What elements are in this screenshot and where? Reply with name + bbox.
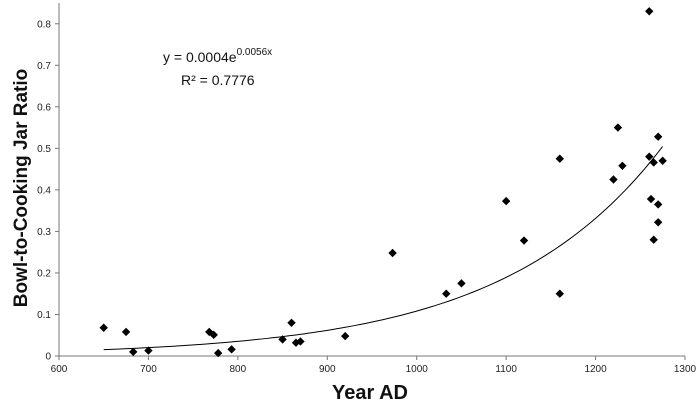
data-point: [653, 200, 663, 209]
data-point: [209, 330, 218, 340]
x-tick-label: 700: [140, 364, 157, 375]
x-tick-label: 800: [230, 364, 247, 375]
data-point: [340, 331, 350, 341]
data-point: [555, 289, 564, 298]
x-tick-label: 1200: [584, 364, 607, 375]
data-point: [121, 327, 131, 337]
y-tick-label: 0.8: [37, 19, 51, 30]
data-point: [658, 156, 667, 166]
y-tick-label: 0.1: [37, 310, 51, 321]
data-point: [287, 318, 296, 327]
data-point: [613, 123, 623, 132]
data-point: [653, 218, 663, 227]
data-point: [213, 348, 223, 358]
data-point: [296, 337, 305, 346]
data-point: [227, 345, 236, 354]
data-point: [457, 279, 466, 288]
data-point: [129, 347, 138, 357]
data-point: [646, 194, 656, 204]
data-point: [278, 335, 287, 344]
data-point: [649, 235, 658, 244]
y-axis-title: Bowl-to-Cooking Jar Ratio: [11, 69, 32, 308]
y-axis-ticks: 0 0.1 0.2 0.3 0.4 0.5 0.6 0.7 0.8: [37, 19, 59, 363]
trend-equation: y = 0.0004e0.0056x: [163, 47, 272, 65]
data-point: [442, 289, 451, 298]
r-squared-label: R² = 0.7776: [181, 72, 255, 88]
y-tick-label: 0.3: [37, 227, 51, 238]
data-point: [555, 154, 564, 163]
x-tick-label: 1300: [674, 364, 697, 375]
data-point: [645, 152, 654, 161]
trendline: [103, 146, 664, 351]
x-tick-label: 900: [319, 364, 336, 375]
y-tick-label: 0.6: [37, 102, 51, 113]
data-point: [618, 161, 627, 170]
y-tick-label: 0.5: [37, 144, 51, 155]
y-tick-label: 0.2: [37, 268, 51, 279]
trend-equation-exponent: 0.0056x: [237, 47, 273, 58]
data-point: [653, 132, 663, 141]
data-points: [99, 7, 667, 358]
x-axis-ticks: 600 700 800 900 1000 1100 1200 1300: [51, 356, 697, 375]
y-tick-label: 0.7: [37, 61, 51, 72]
x-tick-label: 1100: [495, 364, 517, 375]
data-point: [388, 248, 397, 258]
y-tick-label: 0: [45, 352, 51, 363]
data-point: [144, 346, 153, 355]
data-point: [645, 7, 654, 16]
x-axis-title: Year AD: [332, 382, 408, 404]
data-point: [519, 236, 529, 245]
x-tick-label: 1000: [406, 364, 429, 375]
data-point: [501, 196, 511, 206]
data-point: [609, 175, 618, 184]
data-point: [99, 323, 108, 332]
data-point: [649, 158, 658, 167]
x-tick-label: 600: [51, 364, 68, 375]
y-tick-label: 0.4: [37, 185, 51, 196]
